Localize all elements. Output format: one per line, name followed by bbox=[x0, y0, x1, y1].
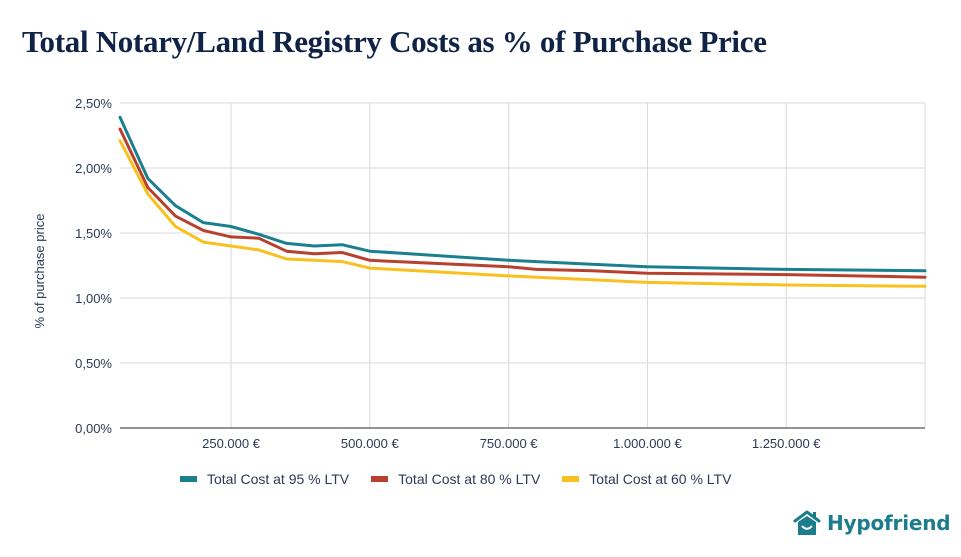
x-tick-label: 1.000.000 € bbox=[613, 436, 682, 451]
grid bbox=[120, 102, 926, 429]
legend-label: Total Cost at 80 % LTV bbox=[398, 471, 541, 487]
y-tick-label: 2,00% bbox=[75, 161, 112, 176]
brand-name: Hypofriend bbox=[827, 511, 951, 535]
x-tick-label: 750.000 € bbox=[480, 436, 539, 451]
series-line-95-ltv bbox=[118, 115, 927, 273]
chart-title: Total Notary/Land Registry Costs as % of… bbox=[22, 24, 767, 59]
x-tick-label: 1.250.000 € bbox=[752, 436, 821, 451]
y-tick-label: 1,50% bbox=[75, 226, 112, 241]
series-line-60-ltv bbox=[118, 139, 927, 288]
legend-swatch bbox=[371, 476, 389, 482]
legend-item-95-ltv[interactable]: Total Cost at 95 % LTV bbox=[180, 471, 349, 487]
legend-label: Total Cost at 60 % LTV bbox=[589, 471, 732, 487]
x-tick-label: 500.000 € bbox=[341, 436, 400, 451]
legend-item-80-ltv[interactable]: Total Cost at 80 % LTV bbox=[371, 471, 540, 487]
x-axis: 250.000 € 500.000 € 750.000 € 1.000.000 € 1.… bbox=[202, 436, 821, 451]
brand-logo: Hypofriend bbox=[793, 510, 951, 536]
y-tick-label: 1,00% bbox=[75, 291, 112, 306]
series-lines bbox=[118, 115, 927, 288]
y-tick-label: 0,50% bbox=[75, 356, 112, 371]
y-tick-label: 0,00% bbox=[75, 421, 112, 436]
y-axis-title: % of purchase price bbox=[32, 214, 47, 329]
y-axis: 0,00% 0,50% 1,00% 1,50% 2,00% 2,50% bbox=[75, 96, 112, 436]
x-tick-label: 250.000 € bbox=[202, 436, 261, 451]
legend-label: Total Cost at 95 % LTV bbox=[207, 471, 350, 487]
legend-swatch bbox=[180, 476, 197, 482]
legend-item-60-ltv[interactable]: Total Cost at 60 % LTV bbox=[562, 471, 731, 487]
series-line-80-ltv bbox=[118, 127, 927, 279]
y-tick-label: 2,50% bbox=[75, 96, 112, 111]
legend-swatch bbox=[562, 476, 580, 482]
house-smile-icon bbox=[793, 510, 821, 535]
legend: Total Cost at 95 % LTV Total Cost at 80 … bbox=[180, 471, 753, 487]
